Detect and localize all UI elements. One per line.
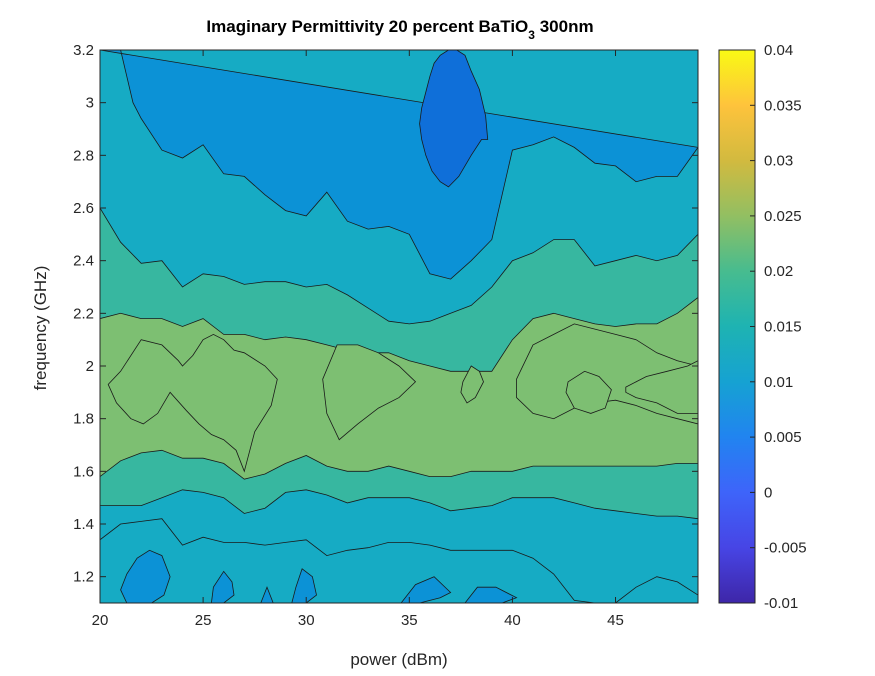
colorbar-tick-label: 0.035 xyxy=(764,97,802,114)
contour-region xyxy=(322,344,417,441)
contour-region xyxy=(464,586,518,603)
y-tick-label: 1.6 xyxy=(73,463,94,480)
colorbar-tick-label: 0.005 xyxy=(764,429,802,446)
x-tick-label: 40 xyxy=(504,612,521,629)
y-tick-label: 1.8 xyxy=(73,411,94,428)
contour-line xyxy=(100,449,698,480)
x-tick-label: 35 xyxy=(401,612,418,629)
contour-region xyxy=(565,370,612,414)
x-tick-label: 25 xyxy=(195,612,212,629)
contour-region xyxy=(419,50,489,188)
contour-line xyxy=(100,489,698,520)
contour-region xyxy=(460,365,484,404)
contour-band xyxy=(100,518,698,603)
colorbar: -0.01 -0.005 0 0.005 0.01 0.015 0.02 0.025 0.03 0… xyxy=(718,42,807,612)
x-tick-label: 45 xyxy=(607,612,624,629)
contour-line xyxy=(100,297,698,372)
colorbar-tick-label: 0 xyxy=(764,484,772,501)
colorbar-tick-label: 0.03 xyxy=(764,153,793,170)
colorbar-tick-label: 0.015 xyxy=(764,319,802,336)
colorbar-tick-label: 0.025 xyxy=(764,208,802,225)
contour-region xyxy=(400,576,452,603)
contour-region xyxy=(107,333,278,473)
y-tick-label: 2.4 xyxy=(73,253,94,270)
x-tick-label: 20 xyxy=(92,612,109,629)
y-tick-label: 2.6 xyxy=(73,200,94,217)
colorbar-tick-label: 0.02 xyxy=(764,263,793,280)
contour-region xyxy=(100,50,698,280)
contour-region xyxy=(625,360,698,414)
contour-band xyxy=(100,489,698,603)
contour-line xyxy=(100,207,698,325)
y-tick-label: 2 xyxy=(86,358,94,375)
contour-plot-area xyxy=(100,50,698,603)
y-tick-label: 1.4 xyxy=(73,516,94,533)
colorbar-tick-label: 0.04 xyxy=(764,42,793,59)
y-tick-label: 2.2 xyxy=(73,305,94,322)
contour-band xyxy=(100,450,698,519)
y-tick-label: 3 xyxy=(86,95,94,112)
y-axis-label: frequency (GHz) xyxy=(31,266,50,391)
contour-line xyxy=(100,518,698,603)
colorbar-tick-label: -0.005 xyxy=(764,540,807,557)
y-tick-label: 1.2 xyxy=(73,569,94,586)
contour-region xyxy=(291,568,317,603)
colorbar-gradient xyxy=(718,49,756,604)
axes: 20 25 30 35 40 45 1.2 1.4 1.6 1.8 2 2.2 2.4 2.6 2.8 3 3.… xyxy=(73,42,699,629)
y-tick-label: 3.2 xyxy=(73,42,94,59)
colorbar-tick-label: -0.01 xyxy=(764,595,798,612)
chart-title: Imaginary Permittivity 20 percent BaTiO3… xyxy=(206,17,593,42)
x-tick-label: 30 xyxy=(298,612,315,629)
contour-band xyxy=(100,208,698,372)
plot-frame xyxy=(99,49,699,604)
contour-region xyxy=(120,549,171,603)
y-tick-label: 2.8 xyxy=(73,147,94,164)
colorbar-tick-label: 0.01 xyxy=(764,374,793,391)
contour-region xyxy=(260,586,274,603)
x-axis-label: power (dBm) xyxy=(350,650,447,669)
contour-region xyxy=(210,570,235,603)
